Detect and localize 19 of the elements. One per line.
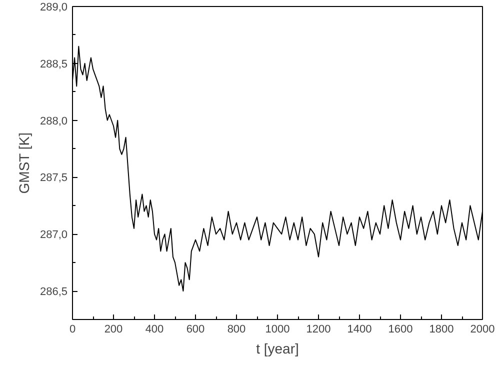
y-axis-title: GMST [K] [16, 132, 32, 194]
x-tick-label: 1800 [429, 324, 454, 336]
x-tick-label: 1400 [347, 324, 372, 336]
y-tick-label: 289,0 [40, 2, 68, 14]
y-tick-label: 288,5 [40, 58, 68, 70]
y-tick-label: 287,5 [40, 172, 68, 184]
y-tick-label: 288,0 [40, 115, 68, 128]
y-tick-label: 287,0 [40, 229, 68, 242]
y-tick-label: 286,5 [40, 286, 68, 298]
x-tick-label: 2000 [470, 324, 495, 336]
x-tick-label: 400 [145, 324, 164, 336]
x-tick-label: 600 [186, 324, 205, 336]
x-tick-label: 800 [227, 324, 246, 336]
x-axis-title: t [year] [256, 340, 299, 356]
x-tick-label: 1600 [388, 324, 413, 336]
x-tick-label: 0 [69, 324, 76, 336]
x-tick-label: 1000 [265, 324, 290, 336]
x-tick-label: 200 [104, 324, 123, 336]
x-tick-label: 1200 [306, 324, 331, 336]
